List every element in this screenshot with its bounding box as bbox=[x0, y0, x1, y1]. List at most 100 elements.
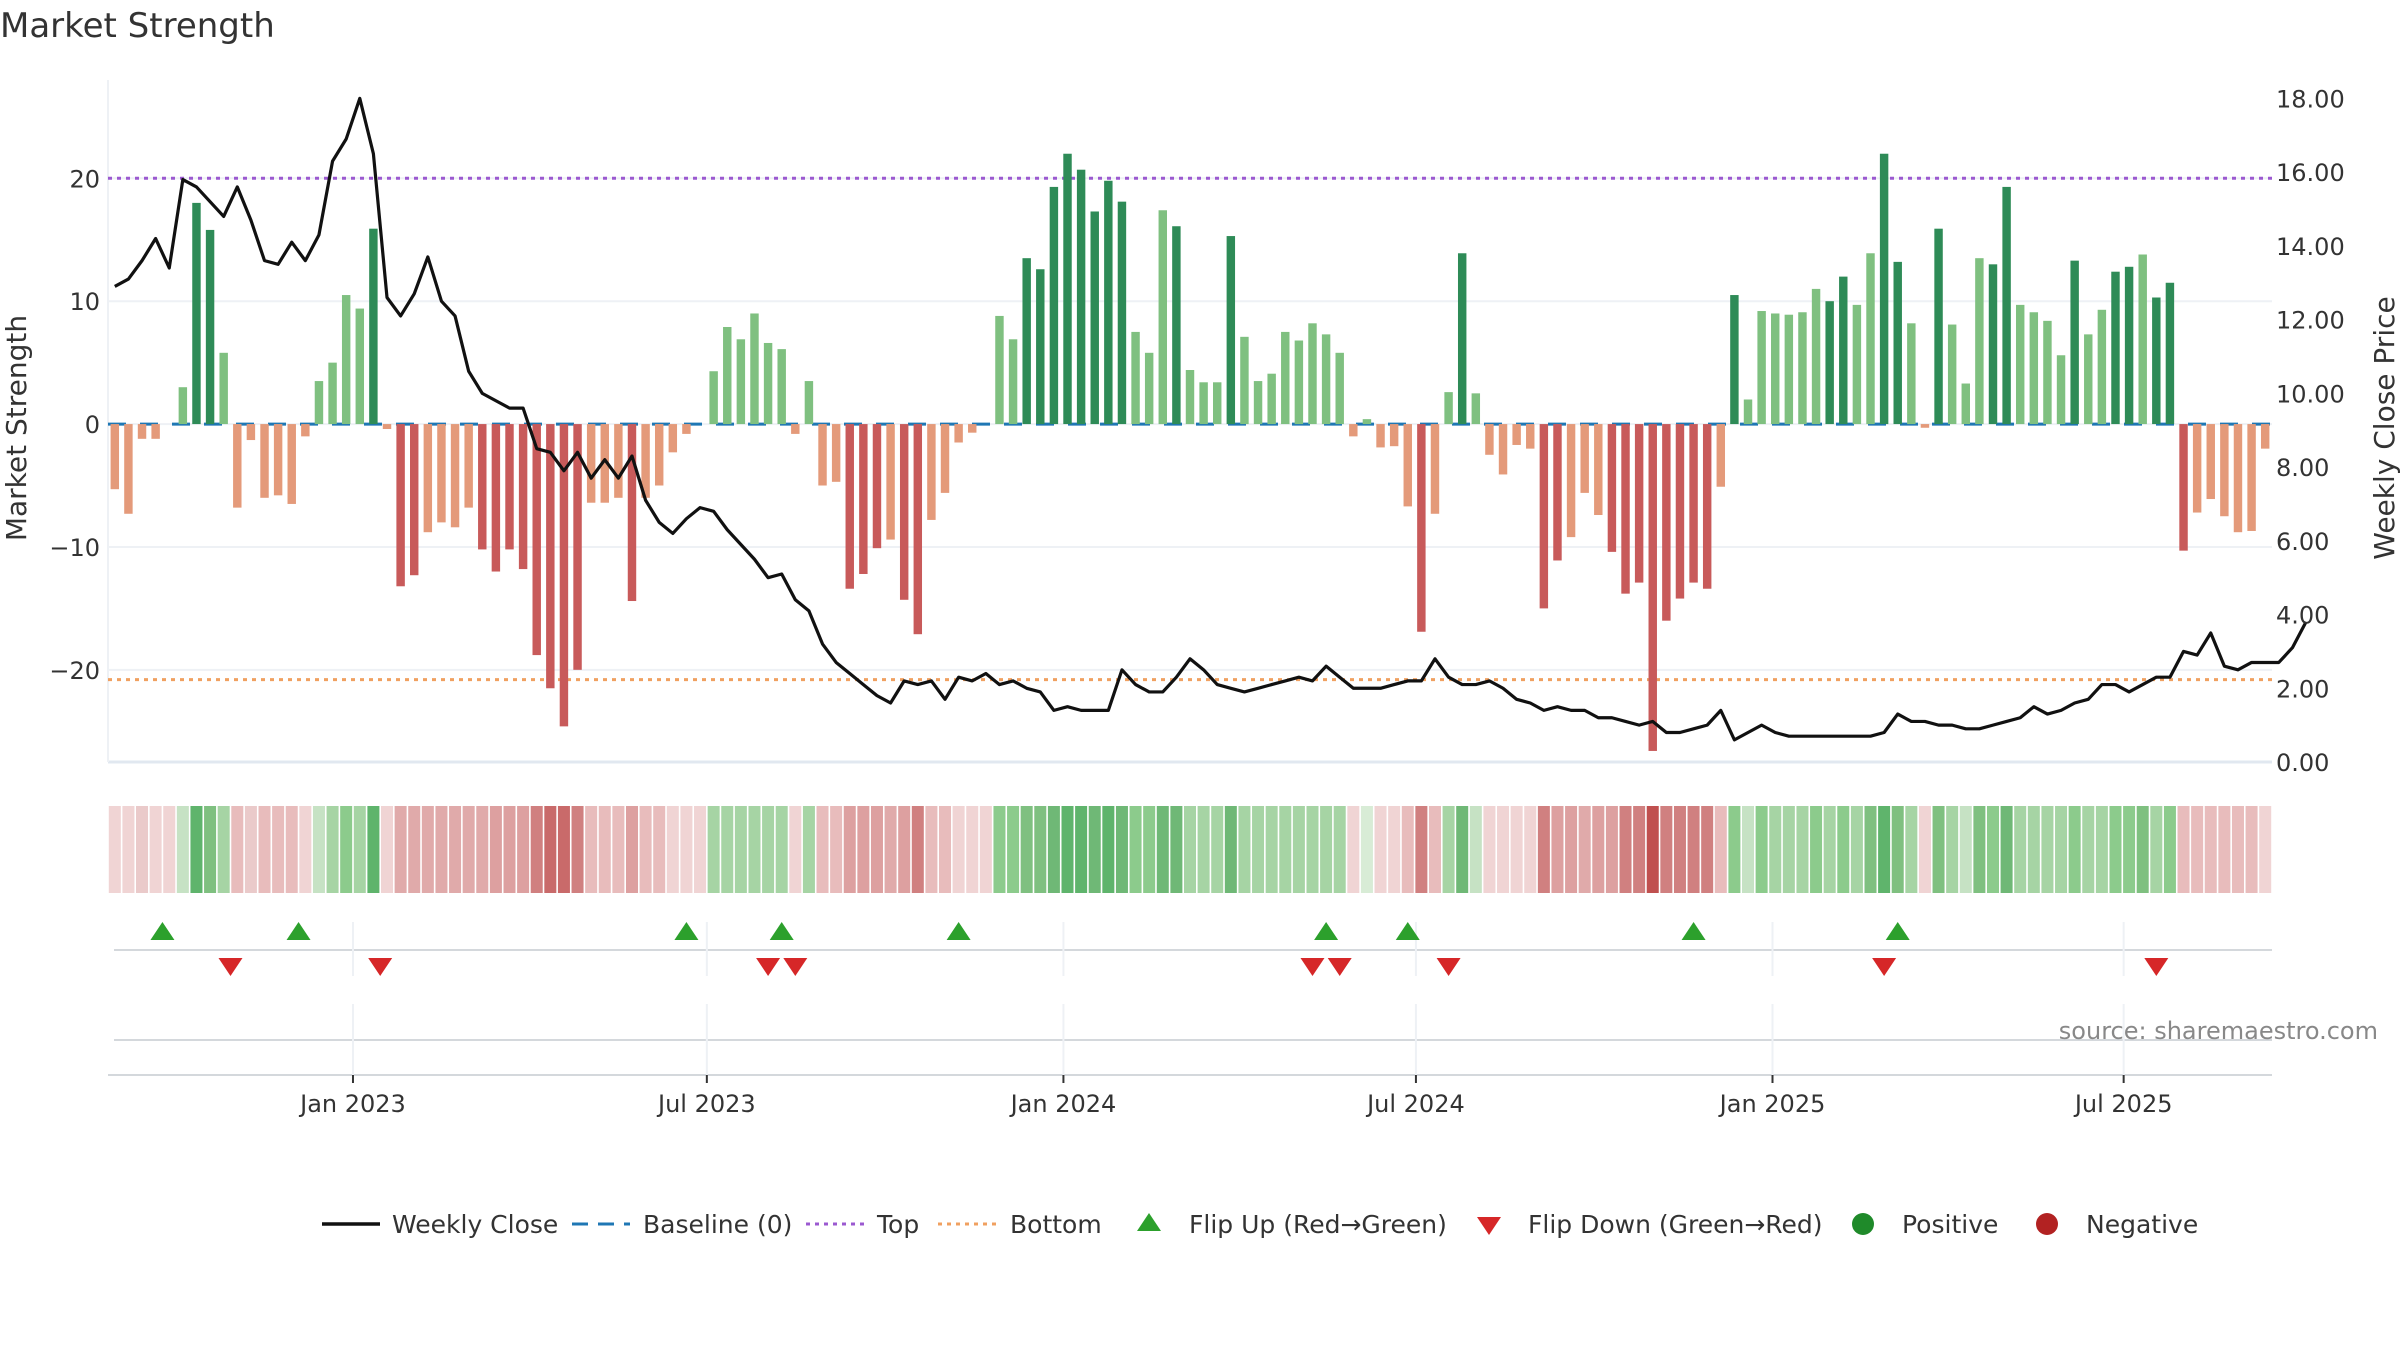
x-tick-label: Jan 2024 bbox=[1009, 1090, 1117, 1118]
flip-down-marker bbox=[218, 958, 243, 976]
strength-bar bbox=[1267, 373, 1276, 425]
heat-cell bbox=[544, 806, 557, 893]
heat-cell bbox=[680, 806, 693, 893]
flip-down-marker bbox=[1300, 958, 1325, 976]
strength-bar bbox=[954, 424, 963, 443]
heat-cell bbox=[925, 806, 938, 893]
heat-cell bbox=[136, 806, 149, 893]
strength-bar bbox=[1430, 424, 1440, 514]
heat-cell bbox=[857, 806, 870, 893]
strength-bar bbox=[1090, 211, 1099, 425]
strength-bar bbox=[845, 424, 854, 589]
heat-cell bbox=[1510, 806, 1523, 893]
y-tick-label-right: 12.00 bbox=[2276, 307, 2345, 335]
strength-bar bbox=[151, 424, 160, 439]
heat-cell bbox=[707, 806, 720, 893]
legend-item: Flip Up (Red→Green) bbox=[1137, 1210, 1447, 1239]
flip-down-marker bbox=[2144, 958, 2169, 976]
flip-down-marker bbox=[1436, 958, 1461, 976]
heat-cell bbox=[1143, 806, 1156, 893]
legend-item: Positive bbox=[1852, 1210, 1998, 1239]
heat-cell bbox=[2055, 806, 2068, 893]
legend-item: Weekly Close bbox=[322, 1210, 558, 1239]
flip-up-marker bbox=[1681, 922, 1706, 940]
heat-cell bbox=[775, 806, 788, 893]
heat-cell bbox=[340, 806, 353, 893]
strength-bar bbox=[1852, 304, 1862, 425]
y-tick-label-right: 18.00 bbox=[2276, 85, 2345, 113]
strength-bar bbox=[1321, 334, 1331, 425]
strength-bar bbox=[2138, 254, 2147, 425]
heat-cell bbox=[449, 806, 462, 893]
axes: 20 10 0 −10 −20 0.00 2.00 4.00 6.00 8.00 10.00 12.0… bbox=[49, 85, 2344, 777]
strength-bar bbox=[641, 424, 650, 498]
heat-cell bbox=[1537, 806, 1550, 893]
heat-cell bbox=[1823, 806, 1836, 893]
y-tick-label-right: 8.00 bbox=[2276, 454, 2329, 482]
strength-bar bbox=[2015, 304, 2025, 425]
flip-up-marker bbox=[1395, 922, 1420, 940]
strength-bar bbox=[1049, 186, 1059, 425]
heat-cell bbox=[1796, 806, 1809, 893]
strength-bar bbox=[899, 424, 909, 600]
strength-bar bbox=[1716, 424, 1726, 487]
strength-bar bbox=[1008, 339, 1018, 425]
strength-bar bbox=[1471, 393, 1481, 425]
heat-cell bbox=[367, 806, 380, 893]
strength-bar bbox=[586, 424, 596, 503]
strength-bar bbox=[423, 424, 433, 533]
heat-cell bbox=[1061, 806, 1074, 893]
strength-bar bbox=[1621, 424, 1630, 594]
heat-cell bbox=[666, 806, 679, 893]
heat-cell bbox=[1905, 806, 1918, 893]
heat-cell bbox=[1238, 806, 1251, 893]
y-tick-label-right: 4.00 bbox=[2276, 602, 2329, 630]
strength-bar bbox=[2002, 186, 2011, 425]
x-tick-label: Jan 2025 bbox=[1718, 1090, 1826, 1118]
strength-bar bbox=[478, 424, 487, 550]
strength-bar bbox=[927, 424, 936, 520]
strength-bar bbox=[233, 424, 242, 508]
heat-cell bbox=[571, 806, 584, 893]
heat-cell bbox=[1102, 806, 1115, 893]
strength-bar bbox=[627, 424, 637, 602]
strength-bar bbox=[1512, 424, 1521, 445]
strength-bar bbox=[2247, 424, 2256, 531]
strength-bar bbox=[1199, 382, 1208, 425]
heat-cell bbox=[625, 806, 638, 893]
strength-bar bbox=[410, 424, 419, 576]
heat-cell bbox=[381, 806, 394, 893]
y-tick-label-left: 20 bbox=[69, 165, 100, 193]
strength-bar bbox=[110, 424, 120, 490]
strength-bar bbox=[804, 381, 814, 425]
heat-cell bbox=[353, 806, 366, 893]
heat-cell bbox=[1891, 806, 1904, 893]
heat-cell bbox=[1279, 806, 1292, 893]
heat-cell bbox=[503, 806, 516, 893]
heat-cell bbox=[1932, 806, 1945, 893]
legend-label: Flip Down (Green→Red) bbox=[1528, 1210, 1823, 1239]
heat-cell bbox=[2204, 806, 2217, 893]
heat-cell bbox=[1714, 806, 1727, 893]
strength-bar bbox=[1662, 424, 1671, 621]
strength-bar bbox=[1117, 201, 1127, 425]
strength-bar bbox=[1771, 313, 1780, 425]
strength-bar bbox=[2056, 355, 2066, 425]
strength-bar bbox=[1022, 258, 1031, 425]
heat-cell bbox=[122, 806, 135, 893]
strength-bar bbox=[532, 424, 541, 656]
heat-cell bbox=[1020, 806, 1033, 893]
heat-cell bbox=[2218, 806, 2231, 893]
heat-cell bbox=[1075, 806, 1088, 893]
strength-bar bbox=[505, 424, 514, 550]
strength-bar bbox=[1947, 324, 1957, 425]
strength-bar bbox=[328, 362, 337, 425]
heat-cell bbox=[1810, 806, 1823, 893]
heat-cell bbox=[748, 806, 761, 893]
strength-bar bbox=[1866, 253, 1875, 425]
strength-bar bbox=[2124, 266, 2134, 425]
strength-bar bbox=[1757, 311, 1766, 425]
legend-item: Negative bbox=[2036, 1210, 2198, 1239]
date-axis: Jan 2023 Jul 2023 Jan 2024 Jul 2024 Jan 2025… bbox=[108, 1004, 2272, 1118]
heat-cell bbox=[476, 806, 489, 893]
